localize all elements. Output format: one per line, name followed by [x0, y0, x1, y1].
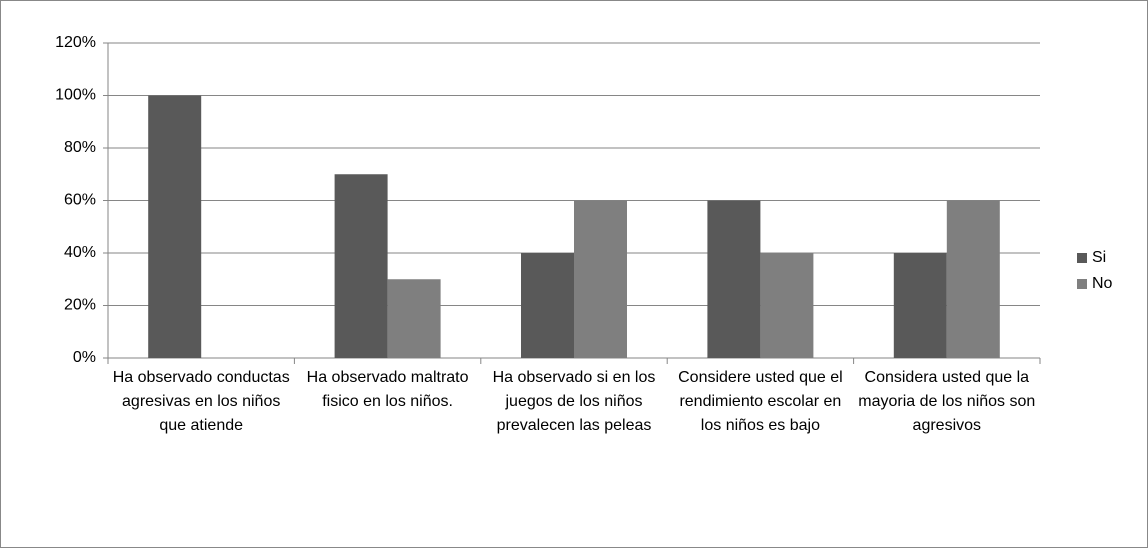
y-tick-label: 120% — [55, 34, 96, 51]
y-tick-label: 100% — [55, 87, 96, 104]
legend-label: No — [1092, 275, 1113, 292]
y-tick-label: 20% — [64, 297, 96, 314]
bar — [334, 174, 388, 358]
bar — [574, 200, 627, 358]
x-tick-label: Ha observado conductas agresivas en los n… — [113, 369, 290, 434]
bar — [387, 279, 441, 358]
legend-label: Si — [1092, 249, 1106, 266]
x-tick-label: Ha observado maltrato fisico en los niños… — [307, 369, 469, 410]
bar — [760, 253, 814, 358]
y-tick-label: 60% — [64, 192, 96, 209]
y-tick-label: 0% — [73, 349, 96, 366]
bar — [946, 200, 1000, 358]
legend-swatch — [1077, 279, 1087, 289]
y-tick-label: 40% — [64, 244, 96, 261]
bar — [893, 253, 947, 358]
x-tick-label: Ha observado si en los juegos de los niño… — [493, 369, 656, 434]
legend-swatch — [1077, 253, 1087, 263]
bar — [148, 95, 202, 358]
y-tick-label: 80% — [64, 139, 96, 156]
bar — [707, 200, 761, 358]
bar — [521, 253, 574, 358]
x-tick-label: Considere usted que el rendimiento escola… — [678, 369, 843, 434]
x-tick-label: Considera usted que la mayoria de los niñ… — [858, 369, 1035, 434]
